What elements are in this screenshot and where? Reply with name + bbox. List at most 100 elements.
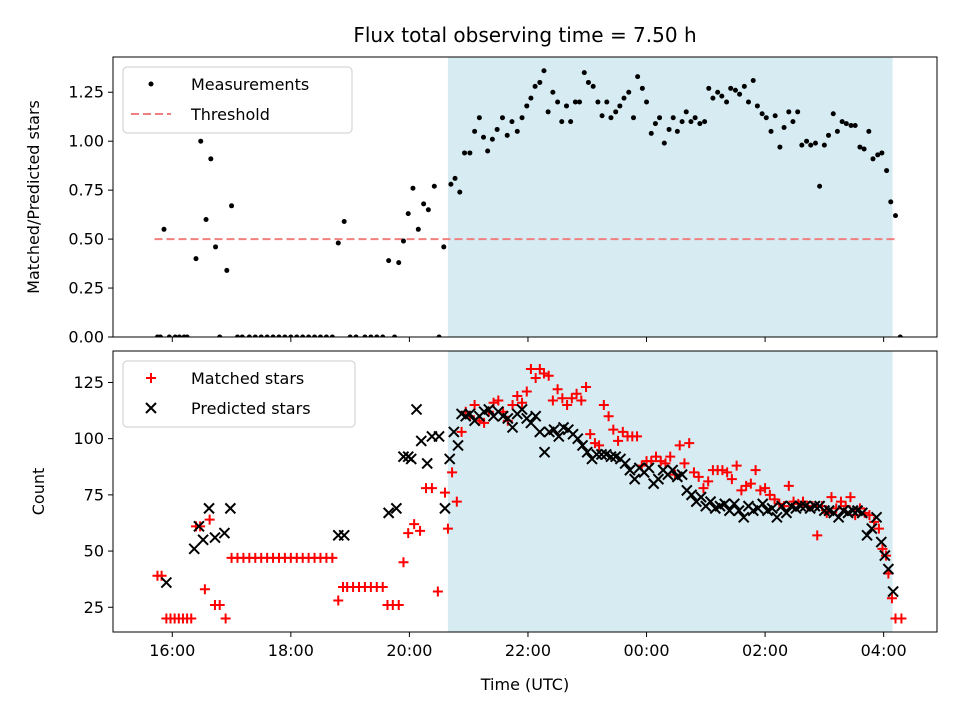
legend-matched-marker (146, 373, 156, 383)
bottom-y-tick-label: 50 (84, 542, 104, 561)
matched-star-point (447, 467, 458, 478)
matched-star-point (525, 363, 536, 374)
predicted-star-point (197, 534, 209, 546)
matched-star-point (547, 395, 558, 406)
measurement-point (217, 334, 223, 337)
predicted-star-point (433, 430, 445, 443)
measurement-point (229, 203, 235, 209)
measurement-point (635, 74, 641, 80)
predicted-star-point (856, 507, 869, 519)
measurement-point (893, 213, 899, 219)
measurement-point (341, 218, 347, 224)
matched-star-point (432, 586, 443, 597)
predicted-star-point (448, 426, 460, 438)
matched-star-point (327, 552, 338, 563)
measurement-point (688, 119, 694, 125)
matched-star-point (632, 431, 643, 442)
measurement-point (750, 77, 756, 83)
predicted-star-point (847, 504, 859, 517)
predicted-star-point (624, 464, 636, 476)
predicted-star-point (738, 511, 750, 524)
measurement-point (524, 103, 530, 109)
measurement-point (777, 144, 783, 150)
measurement-point (728, 85, 734, 91)
measurement-point (335, 240, 341, 246)
measurement-point (808, 142, 814, 148)
measurement-point (745, 99, 751, 105)
measurement-point (528, 95, 534, 101)
bottom-axes-frame (112, 350, 938, 633)
top-y-axis-label: Matched/Predicted stars (24, 100, 43, 294)
measurement-point (270, 334, 276, 337)
measurement-point (246, 334, 252, 337)
measurement-point (317, 334, 323, 337)
measurement-point (692, 115, 698, 121)
matched-star-point (845, 492, 856, 503)
measurement-point (590, 83, 596, 89)
measurement-point (234, 334, 240, 337)
measurement-point (804, 138, 810, 144)
matched-star-point (717, 465, 728, 476)
measurement-point (541, 68, 547, 74)
matched-star-point (571, 388, 582, 399)
measurement-point (537, 79, 543, 85)
matched-star-point (557, 393, 568, 404)
top-y-tick-label: 1.00 (68, 132, 104, 151)
measurement-point (879, 150, 885, 156)
matched-star-point (398, 557, 409, 568)
measurement-point (617, 103, 623, 109)
predicted-star-point (553, 430, 565, 443)
measurement-point (410, 185, 416, 191)
matched-star-point (493, 395, 504, 406)
bottom-y-tick-label: 125 (73, 373, 104, 392)
measurement-point (489, 136, 495, 142)
predicted-star-point (464, 408, 476, 420)
matched-star-point (873, 523, 884, 534)
matched-star-point (886, 593, 897, 604)
matched-star-point (442, 523, 453, 534)
bottom-legend: Matched stars Predicted stars (122, 360, 356, 428)
legend-predicted-marker (145, 402, 157, 414)
measurement-point (821, 142, 827, 148)
measurement-point (519, 115, 525, 121)
matched-star-point (608, 424, 619, 435)
x-tick-label: 22:00 (505, 641, 551, 660)
predicted-star-point (160, 576, 173, 589)
measurement-point (213, 244, 219, 250)
predicted-star-point (193, 520, 205, 533)
predicted-star-point (506, 421, 519, 434)
measurement-point (661, 140, 667, 146)
predicted-star-point (809, 500, 821, 512)
measurement-point (657, 115, 663, 121)
measurement-point (193, 256, 199, 262)
measurement-point (457, 189, 463, 195)
predicted-star-point (652, 473, 665, 485)
matched-star-point (603, 411, 614, 422)
predicted-star-point (666, 464, 679, 476)
matched-star-point (426, 483, 437, 494)
matched-star-point (581, 381, 592, 392)
measurement-point (595, 99, 601, 105)
measurement-point (866, 128, 872, 134)
measurement-point (581, 70, 587, 76)
predicted-star-point (218, 527, 231, 539)
measurement-point (817, 183, 823, 189)
matched-star-point (517, 397, 528, 408)
matched-star-point (507, 399, 518, 410)
matched-star-point (722, 467, 733, 478)
predicted-star-point (832, 511, 845, 524)
predicted-star-point (529, 410, 542, 422)
matched-star-point (409, 519, 420, 530)
measurement-point (870, 156, 876, 162)
top-legend: Measurements Threshold (122, 66, 353, 134)
predicted-star-point (676, 468, 688, 481)
measurement-point (276, 334, 282, 337)
predicted-star-point (224, 502, 237, 515)
measurement-point (436, 334, 442, 337)
top-y-tick-label: 0.00 (68, 328, 104, 347)
predicted-star-point (415, 435, 427, 447)
measurement-point (532, 83, 538, 89)
matched-star-point (204, 514, 215, 525)
measurement-point (772, 113, 778, 119)
bottom-series-predicted-stars (160, 403, 899, 598)
